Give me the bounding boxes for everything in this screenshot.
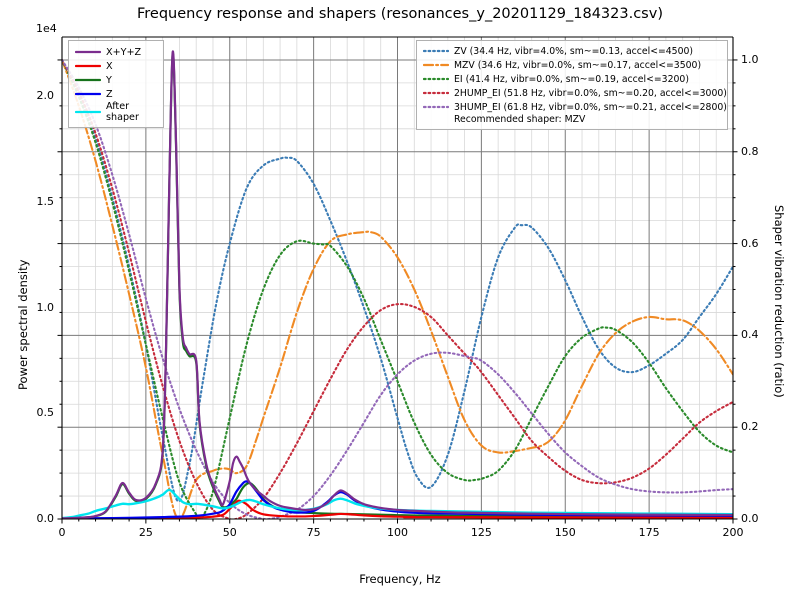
shaper-curve-2hump_ei xyxy=(62,58,733,519)
legend-swatch-icon xyxy=(75,88,101,100)
legend-swatch-icon xyxy=(75,46,101,58)
x-tick-label: 150 xyxy=(554,526,576,539)
legend-item-3hump_ei: 3HUMP_EI (61.8 Hz, vibr=0.0%, sm~=0.21, … xyxy=(417,100,727,114)
legend-label: X xyxy=(106,60,113,72)
legend-item-after-shaper: After shaper xyxy=(69,101,163,123)
x-tick-label: 50 xyxy=(222,526,237,539)
x-tick-label: 175 xyxy=(638,526,660,539)
y-tick-label-right: 0.8 xyxy=(741,144,759,158)
y-axis-label-left: Power spectral density xyxy=(16,259,30,390)
legend-item-y: Y xyxy=(69,73,163,87)
y-tick-label-right: 0.6 xyxy=(741,236,759,250)
legend-item-mzv: MZV (34.6 Hz, vibr=0.0%, sm~=0.17, accel… xyxy=(417,58,727,72)
psd-curve-x xyxy=(62,499,733,519)
axis-spines xyxy=(57,36,738,524)
y-tick-label-left: 0.5 xyxy=(36,406,55,420)
legend-swatch-icon xyxy=(75,74,101,86)
chart-title: Frequency response and shapers (resonanc… xyxy=(137,6,663,22)
legend-item-2hump_ei: 2HUMP_EI (51.8 Hz, vibr=0.0%, sm~=0.20, … xyxy=(417,86,727,100)
legend-label: Y xyxy=(106,74,112,86)
y-tick-label-left: 2.0 xyxy=(36,89,55,103)
legend-label: After shaper xyxy=(106,101,139,123)
shaper-curve-ei xyxy=(62,58,733,519)
legend-label: 2HUMP_EI (51.8 Hz, vibr=0.0%, sm~=0.20, … xyxy=(454,87,727,99)
legend-label: Z xyxy=(106,88,113,100)
legend-item-x: X xyxy=(69,59,163,73)
legend-psd: X+Y+Z X Y Z After shaper xyxy=(68,40,164,128)
y-tick-label-left: 1.0 xyxy=(36,300,55,314)
legend-item-zv: ZV (34.4 Hz, vibr=4.0%, sm~=0.13, accel<… xyxy=(417,44,727,58)
shaper-curve-3hump_ei xyxy=(62,58,733,519)
legend-swatch-icon xyxy=(423,101,449,113)
legend-shapers: ZV (34.4 Hz, vibr=4.0%, sm~=0.13, accel<… xyxy=(416,40,728,130)
legend-label: MZV (34.6 Hz, vibr=0.0%, sm~=0.17, accel… xyxy=(454,59,702,71)
y-axis-offset-label: 1e4 xyxy=(36,22,57,35)
x-tick-label: 100 xyxy=(387,526,408,539)
x-tick-label: 25 xyxy=(138,526,153,539)
legend-item-ei: EI (41.4 Hz, vibr=0.0%, sm~=0.19, accel<… xyxy=(417,72,727,86)
legend-label: 3HUMP_EI (61.8 Hz, vibr=0.0%, sm~=0.21, … xyxy=(454,101,727,113)
y-axis-label-right: Shaper vibration reduction (ratio) xyxy=(772,205,786,398)
legend-item-x+y+z: X+Y+Z xyxy=(69,45,163,59)
legend-swatch-icon xyxy=(423,45,449,57)
recommended-shaper-note: Recommended shaper: MZV xyxy=(454,114,586,125)
psd-curve-x-y-z xyxy=(62,50,733,519)
x-tick-label: 0 xyxy=(58,526,66,539)
legend-swatch-icon xyxy=(423,87,449,99)
legend-item-z: Z xyxy=(69,87,163,101)
y-tick-label-right: 0.0 xyxy=(741,512,759,525)
legend-swatch-icon xyxy=(423,73,449,85)
x-axis-label: Frequency, Hz xyxy=(359,572,441,586)
y-tick-label-right: 1.0 xyxy=(741,52,759,66)
x-tick-label: 125 xyxy=(470,526,492,539)
y-tick-label-right: 0.2 xyxy=(741,420,759,434)
shaper-curve-zv xyxy=(62,58,733,503)
data-lines xyxy=(62,50,733,519)
x-tick-label: 200 xyxy=(722,526,744,539)
y-tick-label-left: 0.0 xyxy=(36,512,55,525)
legend-swatch-icon xyxy=(75,106,101,118)
legend-swatch-icon xyxy=(75,60,101,72)
legend-swatch-icon xyxy=(423,59,449,71)
legend-label: X+Y+Z xyxy=(106,46,142,58)
legend-label: ZV (34.4 Hz, vibr=4.0%, sm~=0.13, accel<… xyxy=(454,45,694,57)
y-tick-label-left: 1.5 xyxy=(36,194,55,208)
x-tick-label: 75 xyxy=(306,526,321,539)
legend-label: EI (41.4 Hz, vibr=0.0%, sm~=0.19, accel<… xyxy=(454,73,689,85)
psd-curve-z xyxy=(62,480,733,519)
y-tick-label-right: 0.4 xyxy=(741,328,759,342)
